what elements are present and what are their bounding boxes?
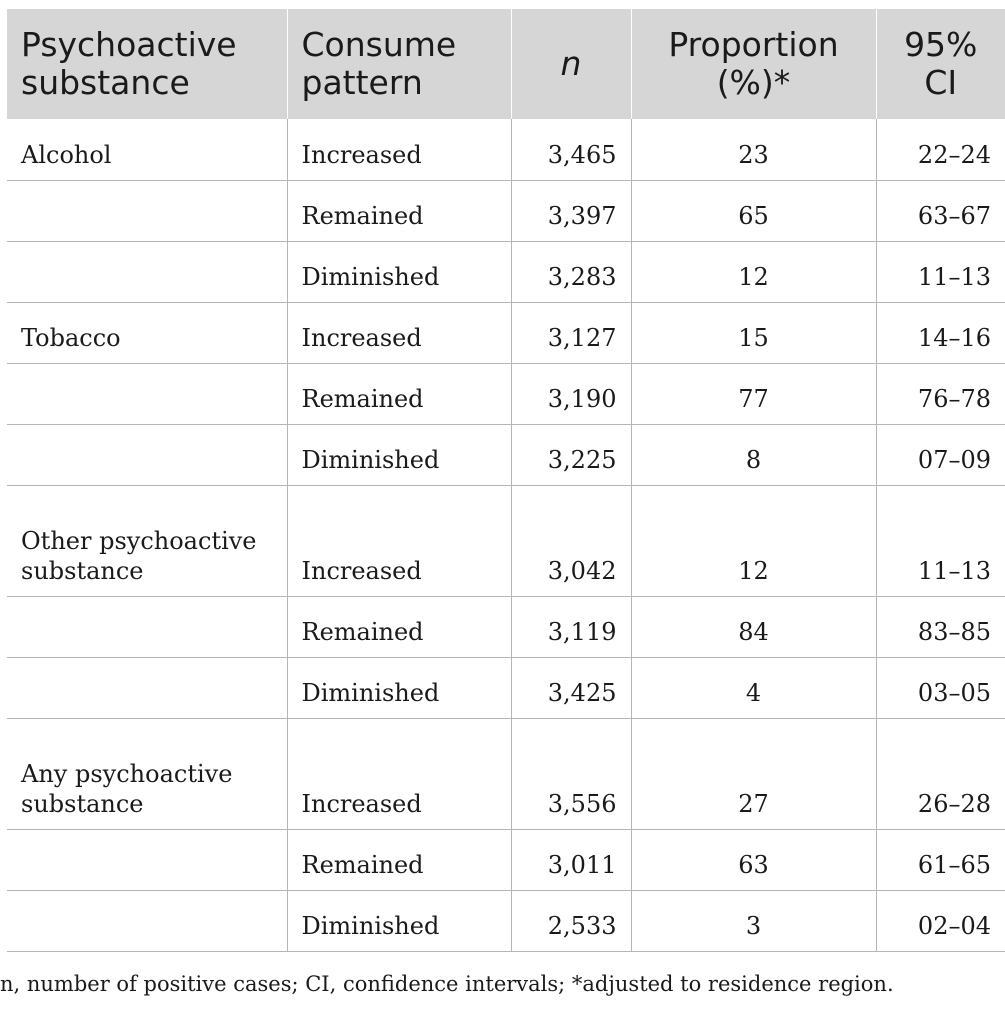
cell-ci: 83–85 [875,596,1005,658]
cell-ci: 11–13 [875,485,1005,597]
cell-ci: 61–65 [875,829,1005,891]
cell-pattern: Remained [286,363,511,425]
cell-pattern: Increased [286,302,511,364]
cell-ci: 63–67 [875,180,1005,242]
table-body: Alcohol Increased 3,465 23 22–24 Remaine… [7,119,1005,952]
table-row: Remained 3,397 65 63–67 [7,180,1005,242]
cell-pattern: Remained [286,180,511,242]
header-psychoactive-substance: Psychoactive substance [7,9,287,119]
table-row: Tobacco Increased 3,127 15 14–16 [7,302,1005,364]
cell-proportion: 84 [630,596,876,658]
cell-pattern: Diminished [286,424,511,486]
cell-n: 3,425 [510,657,631,719]
cell-ci: 14–16 [875,302,1005,364]
table-row: Remained 3,011 63 61–65 [7,829,1005,891]
cell-substance [7,363,287,425]
header-row: Psychoactive substance Consume pattern n… [7,9,1005,119]
table-row: Alcohol Increased 3,465 23 22–24 [7,119,1005,181]
cell-ci: 07–09 [875,424,1005,486]
cell-n: 3,283 [510,241,631,303]
cell-n: 3,127 [510,302,631,364]
table-row: Diminished 2,533 3 02–04 [7,890,1005,952]
cell-pattern: Remained [286,596,511,658]
header-proportion: Proportion (%)* [630,9,876,119]
cell-n: 3,397 [510,180,631,242]
cell-substance [7,241,287,303]
cell-ci: 11–13 [875,241,1005,303]
table-row: Remained 3,190 77 76–78 [7,363,1005,425]
cell-pattern: Remained [286,829,511,891]
cell-substance: Tobacco [7,302,287,364]
cell-proportion: 23 [630,119,876,181]
cell-n: 3,225 [510,424,631,486]
header-n: n [510,9,631,119]
cell-ci: 22–24 [875,119,1005,181]
cell-n: 2,533 [510,890,631,952]
table-row: Other psychoactive substance Increased 3… [7,485,1005,597]
table-header: Psychoactive substance Consume pattern n… [7,9,1005,119]
cell-proportion: 77 [630,363,876,425]
cell-proportion: 27 [630,718,876,830]
cell-pattern: Diminished [286,657,511,719]
cell-proportion: 63 [630,829,876,891]
cell-n: 3,556 [510,718,631,830]
cell-ci: 02–04 [875,890,1005,952]
cell-proportion: 65 [630,180,876,242]
cell-proportion: 12 [630,241,876,303]
table-row: Diminished 3,225 8 07–09 [7,424,1005,486]
cell-n: 3,011 [510,829,631,891]
cell-substance [7,657,287,719]
cell-pattern: Increased [286,119,511,181]
cell-substance [7,596,287,658]
table-row: Diminished 3,425 4 03–05 [7,657,1005,719]
cell-ci: 26–28 [875,718,1005,830]
cell-substance [7,424,287,486]
cell-pattern: Increased [286,485,511,597]
cell-n: 3,042 [510,485,631,597]
table-footnote: n, number of positive cases; CI, confide… [0,972,894,996]
cell-proportion: 3 [630,890,876,952]
cell-n: 3,190 [510,363,631,425]
cell-pattern: Diminished [286,890,511,952]
cell-ci: 03–05 [875,657,1005,719]
cell-proportion: 12 [630,485,876,597]
cell-substance: Alcohol [7,119,287,181]
cell-substance [7,180,287,242]
cell-pattern: Diminished [286,241,511,303]
table-row: Any psychoactive substance Increased 3,5… [7,718,1005,830]
cell-ci: 76–78 [875,363,1005,425]
header-consume-pattern: Consume pattern [286,9,511,119]
cell-n: 3,119 [510,596,631,658]
table-row: Remained 3,119 84 83–85 [7,596,1005,658]
table-row: Diminished 3,283 12 11–13 [7,241,1005,303]
cell-substance [7,890,287,952]
cell-substance: Any psychoactive substance [7,718,287,830]
cell-substance: Other psychoactive substance [7,485,287,597]
cell-n: 3,465 [510,119,631,181]
cell-proportion: 15 [630,302,876,364]
cell-substance [7,829,287,891]
header-95-ci: 95% CI [875,9,1005,119]
cell-proportion: 4 [630,657,876,719]
data-table: Psychoactive substance Consume pattern n… [7,9,1005,952]
cell-pattern: Increased [286,718,511,830]
cell-proportion: 8 [630,424,876,486]
